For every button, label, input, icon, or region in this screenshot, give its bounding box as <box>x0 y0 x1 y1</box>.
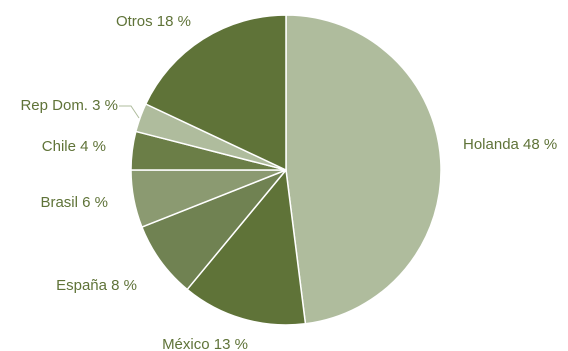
pie-slice-mexico <box>186 169 307 326</box>
slice-label-holanda: Holanda 48 % <box>463 136 557 153</box>
leader-lines <box>119 105 140 119</box>
slice-label-brasil: Brasil 6 % <box>40 194 108 211</box>
slice-labels: Holanda 48 % México 13 % España 8 % Brasil … <box>20 13 557 351</box>
slice-label-espana: España 8 % <box>56 277 137 294</box>
pie-slice-holanda <box>285 14 442 325</box>
pie-slice-otros <box>145 14 287 171</box>
slice-label-rep-dom: Rep Dom. 3 % <box>20 97 118 114</box>
slice-label-mexico: México 13 % <box>162 336 248 351</box>
leader-line-rep-dom <box>119 105 140 119</box>
slice-label-otros: Otros 18 % <box>116 13 191 30</box>
slice-label-chile: Chile 4 % <box>42 138 106 155</box>
pie-slices <box>130 14 442 326</box>
